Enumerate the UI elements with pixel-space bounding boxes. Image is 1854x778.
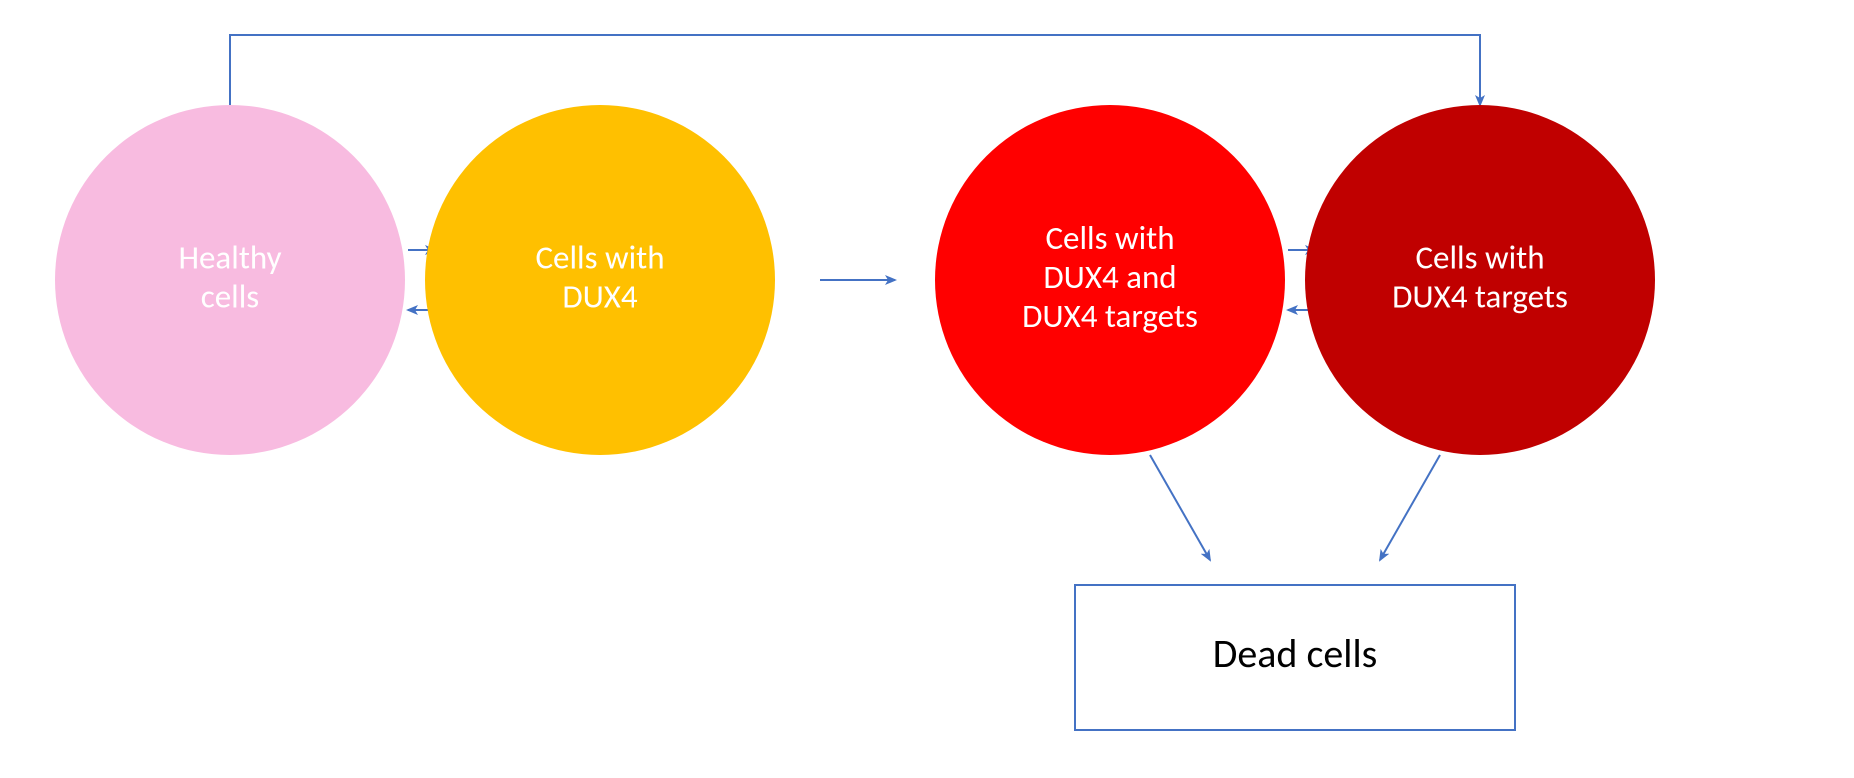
node-label-line: Cells with bbox=[1045, 218, 1174, 258]
node-label-line: DUX4 and bbox=[1043, 257, 1176, 297]
node-healthy: Healthycells bbox=[55, 105, 405, 455]
edge-dux4_targets-to-dead bbox=[1150, 455, 1210, 560]
node-label-line: Healthy bbox=[178, 237, 281, 277]
node-dux4_targets: Cells withDUX4 andDUX4 targets bbox=[935, 105, 1285, 455]
node-dux4: Cells withDUX4 bbox=[425, 105, 775, 455]
node-label-line: Dead cells bbox=[1213, 629, 1378, 678]
node-label-line: Cells with bbox=[535, 237, 664, 277]
node-label-line: DUX4 targets bbox=[1022, 296, 1198, 336]
node-targets_only: Cells withDUX4 targets bbox=[1305, 105, 1655, 455]
edge-healthy-to-targets_only bbox=[230, 35, 1480, 105]
node-label-targets_only: Cells withDUX4 targets bbox=[1392, 237, 1568, 316]
node-label-dux4_targets: Cells withDUX4 andDUX4 targets bbox=[1022, 218, 1198, 336]
node-label-line: DUX4 bbox=[562, 276, 638, 316]
node-label-line: DUX4 targets bbox=[1392, 276, 1568, 316]
edge-targets_only-to-dead bbox=[1380, 455, 1440, 560]
node-label-line: Cells with bbox=[1415, 237, 1544, 277]
node-label-line: cells bbox=[201, 276, 259, 316]
node-label-dead: Dead cells bbox=[1213, 629, 1378, 678]
node-dead: Dead cells bbox=[1075, 585, 1515, 730]
